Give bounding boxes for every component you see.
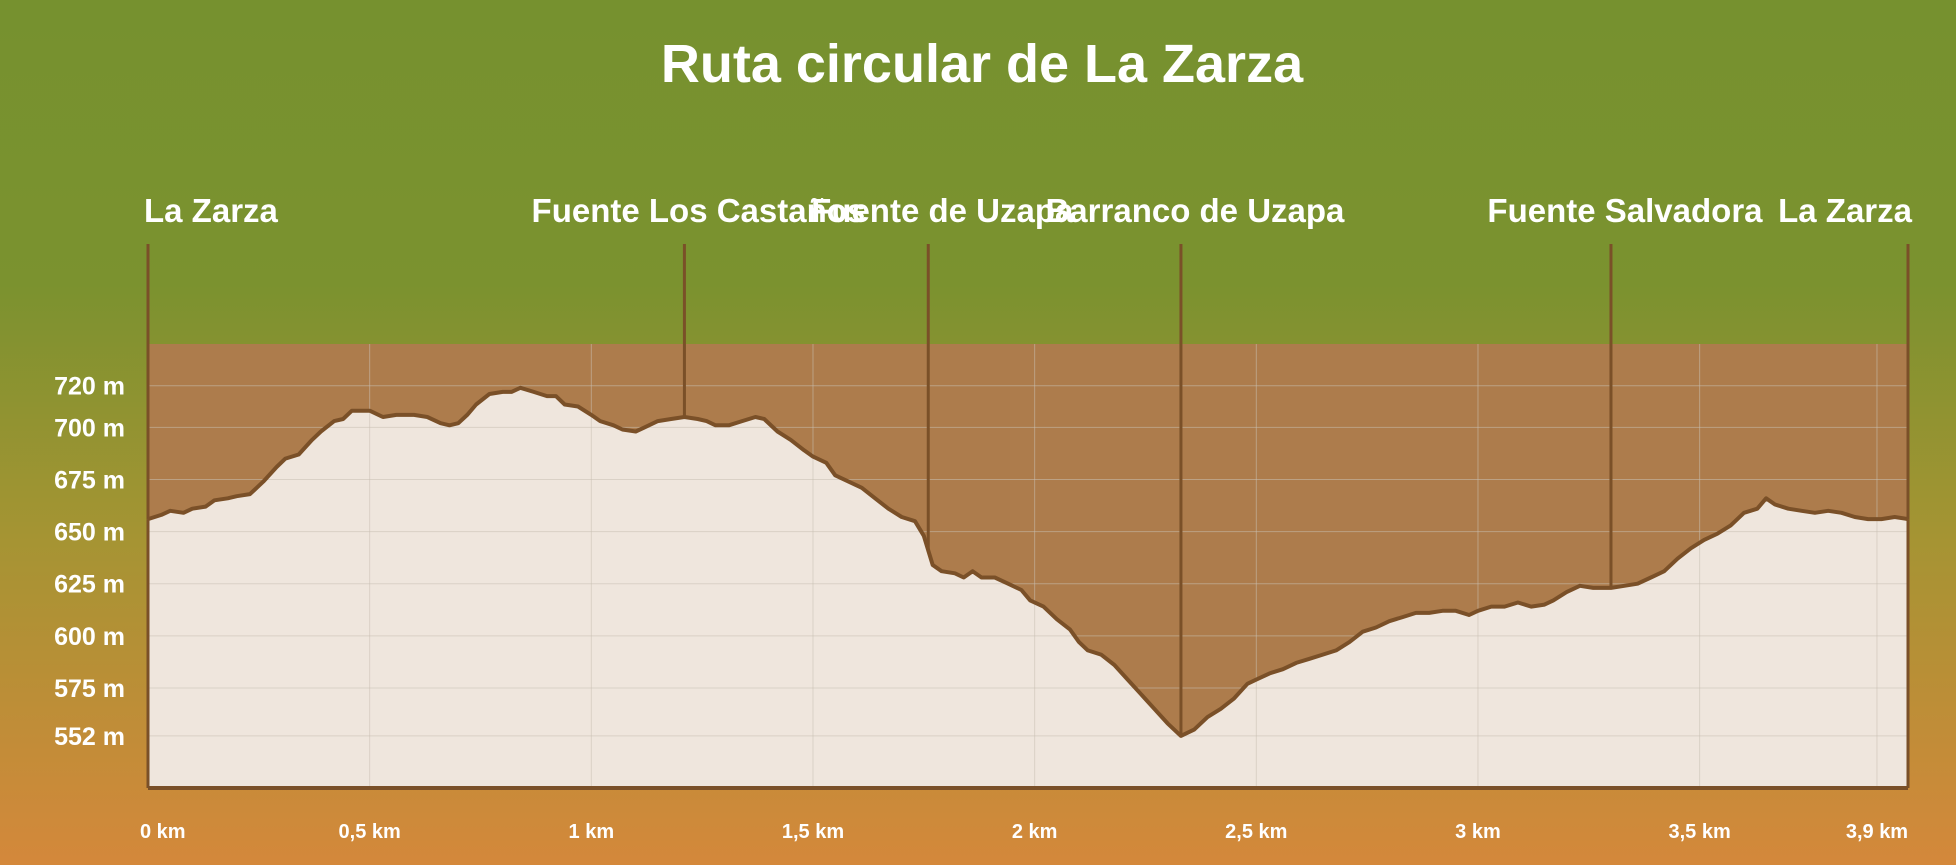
y-tick-label: 650 m (54, 519, 125, 547)
y-tick-label: 675 m (54, 466, 125, 494)
y-tick-label: 720 m (54, 373, 125, 401)
x-tick-label: 3,9 km (1846, 821, 1908, 843)
chart-title: Ruta circular de La Zarza (661, 34, 1304, 94)
waypoint-label: Fuente de Uzapa (811, 192, 1074, 229)
y-tick-label: 575 m (54, 675, 125, 703)
waypoint-label: La Zarza (1778, 192, 1913, 229)
axes (146, 519, 1910, 790)
waypoint-label: Barranco de Uzapa (1045, 192, 1345, 229)
waypoint-lines (146, 244, 1910, 736)
y-tick-label: 700 m (54, 414, 125, 442)
y-tick-label: 552 m (54, 723, 125, 751)
x-tick-label: 1,5 km (782, 821, 844, 843)
x-axis-ticks: 0 km 0,5 km 1 km 1,5 km 2 km 2,5 km 3 km 3,5 km… (140, 821, 1908, 843)
x-tick-label: 3,5 km (1669, 821, 1731, 843)
y-tick-label: 625 m (54, 571, 125, 599)
waypoint-label: La Zarza (144, 192, 279, 229)
grid (148, 344, 1908, 788)
x-tick-label: 0 km (140, 821, 186, 843)
y-tick-label: 600 m (54, 623, 125, 651)
x-tick-label: 0,5 km (339, 821, 401, 843)
x-tick-label: 1 km (569, 821, 615, 843)
x-tick-label: 2,5 km (1225, 821, 1287, 843)
elevation-line (147, 385, 1909, 738)
waypoint-label: Fuente Los Castaños (532, 192, 866, 229)
x-tick-label: 3 km (1455, 821, 1501, 843)
y-axis-ticks: 720 m 700 m 675 m 650 m 625 m 600 m 575 m 552 m (54, 373, 125, 751)
waypoint-label: Fuente Salvadora (1487, 192, 1763, 229)
x-tick-label: 2 km (1012, 821, 1058, 843)
